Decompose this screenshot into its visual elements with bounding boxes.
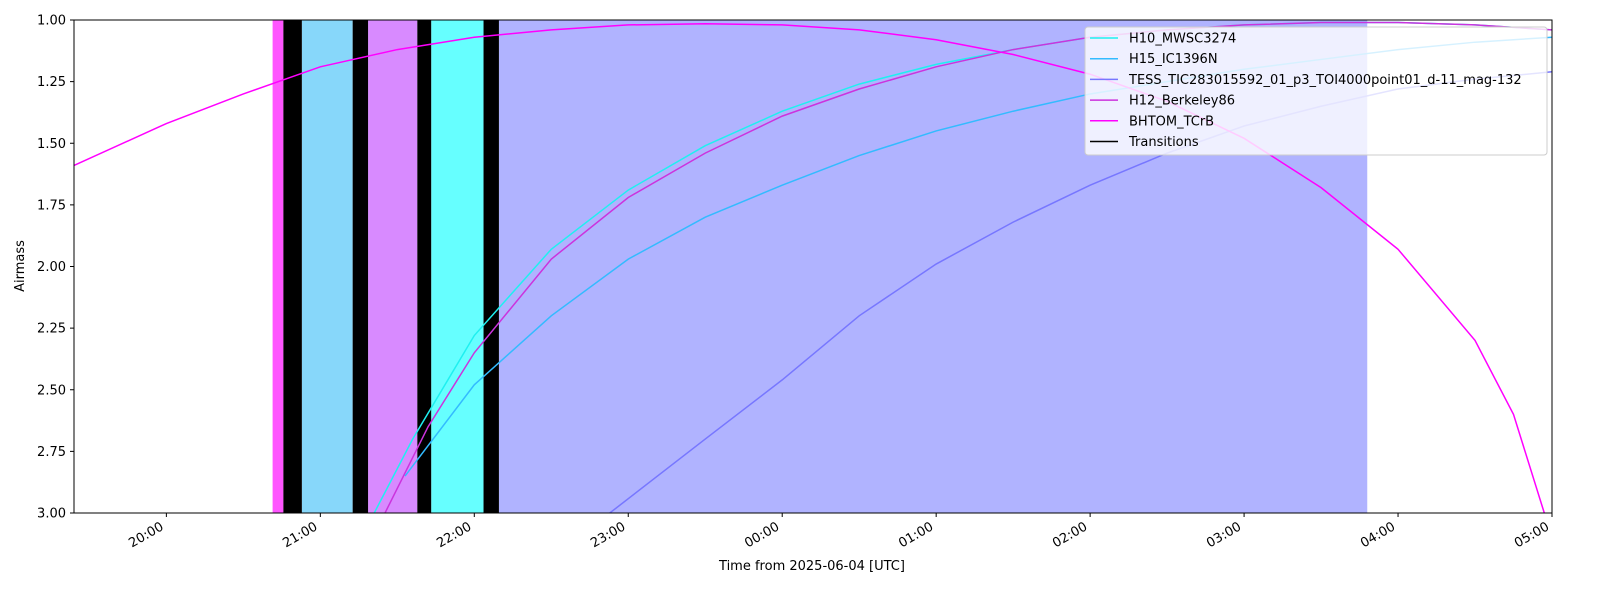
legend: H10_MWSC3274 H15_IC1396N TESS_TIC283015592…	[1084, 26, 1548, 156]
y-tick-label: 3.00	[37, 507, 66, 522]
legend-label: Transitions	[1128, 135, 1199, 150]
schedule-block	[368, 20, 418, 513]
y-tick-label: 1.50	[37, 137, 66, 152]
plot-area	[74, 20, 1552, 513]
x-tick-label: 22:00	[434, 519, 474, 551]
y-tick-label: 2.25	[37, 322, 66, 337]
x-tick-label: 00:00	[742, 519, 782, 551]
transition-span	[417, 20, 432, 513]
x-axis-label: Time from 2025-06-04 [UTC]	[718, 559, 905, 574]
x-tick-label: 20:00	[126, 519, 166, 551]
x-tick-label: 23:00	[588, 519, 628, 551]
x-tick-label: 21:00	[280, 519, 320, 551]
legend-label: H15_IC1396N	[1129, 52, 1218, 67]
legend-label: BHTOM_TCrB	[1129, 114, 1214, 129]
transition-span	[283, 20, 302, 513]
airmass-line	[74, 22, 1546, 513]
schedule-block	[301, 20, 353, 513]
schedule-block	[272, 20, 284, 513]
x-tick-label: 01:00	[896, 519, 936, 551]
transition-span	[483, 20, 499, 513]
legend-label: H12_Berkeley86	[1129, 94, 1235, 109]
y-axis-label: Airmass	[13, 240, 28, 292]
x-tick-label: 02:00	[1050, 519, 1090, 551]
y-tick-label: 1.75	[37, 198, 66, 213]
y-tick-label: 2.75	[37, 445, 66, 460]
legend-box	[1084, 26, 1548, 156]
x-tick-label: 05:00	[1512, 519, 1552, 551]
x-tick-label: 04:00	[1358, 519, 1398, 551]
legend-label: TESS_TIC283015592_01_p3_TOI4000point01_d…	[1128, 73, 1522, 88]
y-tick-label: 2.50	[37, 383, 66, 398]
airmass-line	[384, 21, 1552, 513]
x-tick-label: 03:00	[1204, 519, 1244, 551]
legend-label: H10_MWSC3274	[1129, 32, 1236, 47]
transition-span	[352, 20, 369, 513]
schedule-block	[431, 20, 484, 513]
y-tick-label: 1.00	[37, 14, 66, 29]
y-tick-label: 1.25	[37, 75, 66, 90]
y-tick-label: 2.00	[37, 260, 66, 275]
